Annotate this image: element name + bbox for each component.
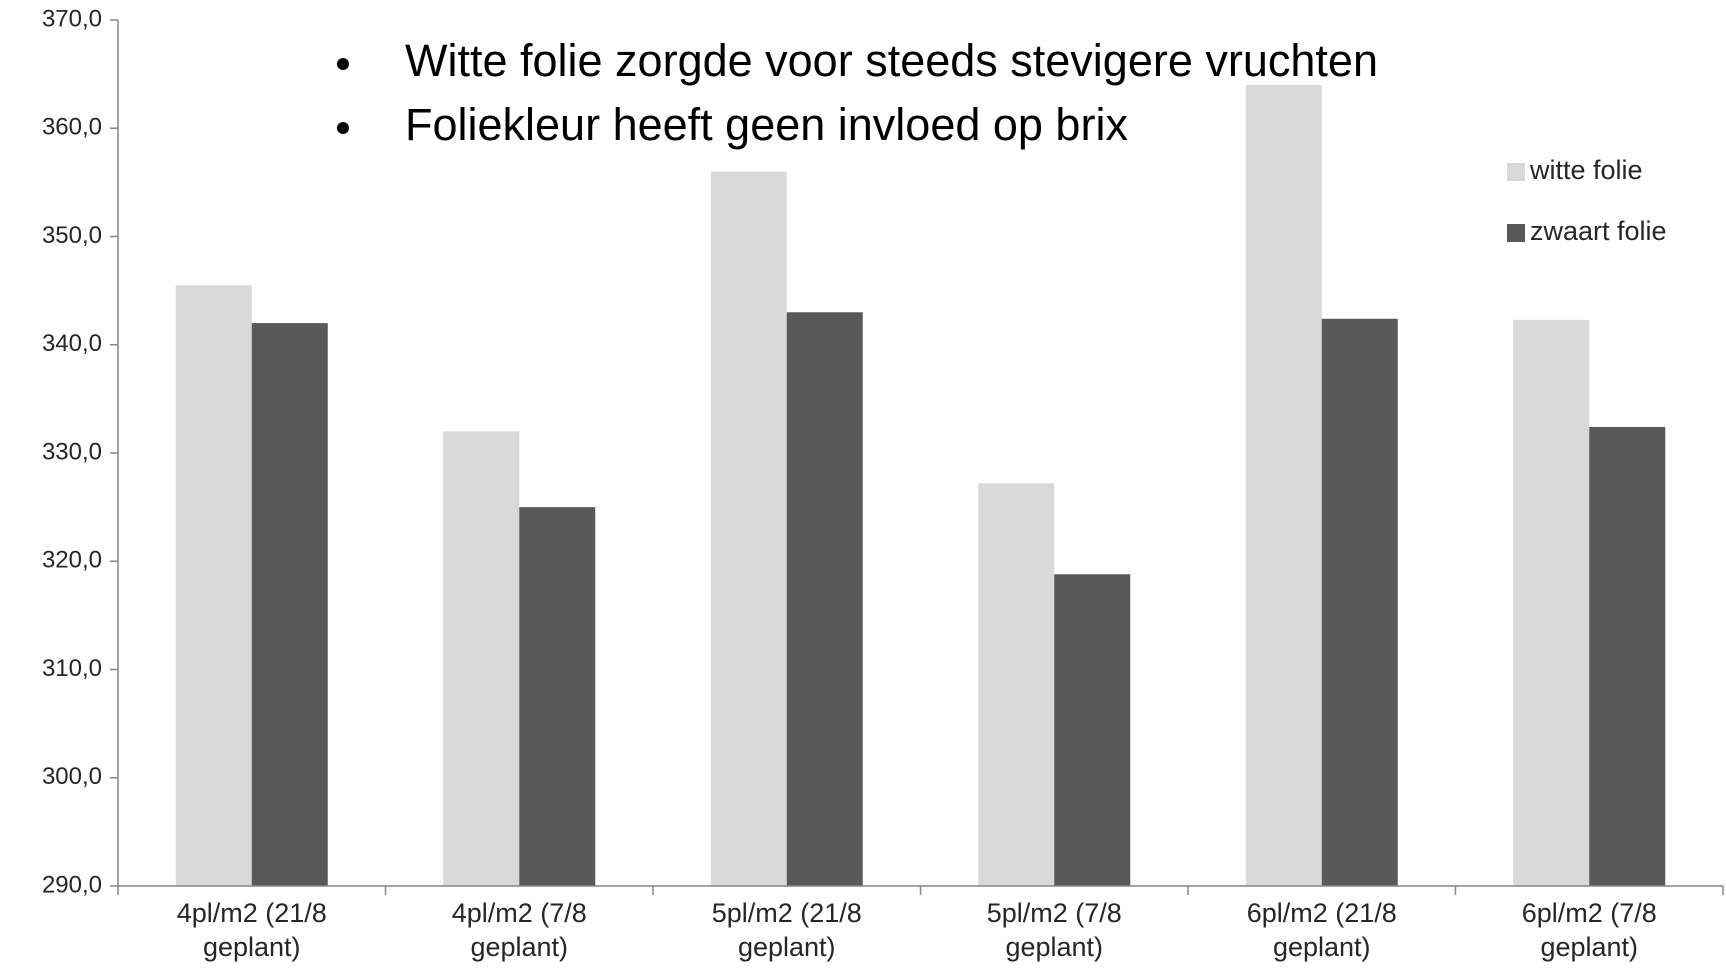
bar — [251, 323, 328, 887]
y-tick-label: 310,0 — [42, 655, 102, 682]
x-tick-label: 4pl/m2 (21/8 geplant) — [176, 898, 327, 962]
y-tick-label: 340,0 — [42, 330, 102, 357]
bar — [710, 171, 787, 887]
legend-label: witte folie — [1529, 155, 1643, 185]
y-tick-label: 320,0 — [42, 547, 102, 574]
y-tick-label: 330,0 — [42, 438, 102, 465]
x-tick-label: 5pl/m2 (21/8 geplant) — [711, 898, 862, 962]
y-tick-label: 300,0 — [42, 763, 102, 790]
bar — [443, 431, 520, 886]
annotation: Foliekleur heeft geen invloed op brix — [405, 99, 1128, 150]
legend-swatch — [1507, 224, 1525, 242]
y-tick-label: 290,0 — [42, 871, 102, 898]
legend-swatch — [1507, 163, 1525, 181]
bar — [1513, 319, 1590, 886]
bar — [519, 507, 596, 886]
x-tick-label: 4pl/m2 (7/8 geplant) — [451, 898, 587, 962]
bar — [786, 312, 863, 886]
y-tick-label: 370,0 — [42, 5, 102, 32]
y-tick-label: 360,0 — [42, 114, 102, 141]
bar — [1589, 427, 1666, 886]
bar — [175, 285, 252, 886]
bar — [978, 483, 1055, 886]
x-tick-label: 5pl/m2 (7/8 geplant) — [986, 898, 1122, 962]
bullet — [337, 122, 349, 134]
annotation: Witte folie zorgde voor steeds stevigere… — [405, 35, 1378, 86]
bullet — [337, 58, 349, 70]
x-tick-label: 6pl/m2 (21/8 geplant) — [1246, 898, 1397, 962]
bar — [1245, 84, 1322, 886]
legend-label: zwaart folie — [1530, 216, 1667, 246]
y-tick-label: 350,0 — [42, 222, 102, 249]
bar — [1054, 574, 1131, 886]
bar — [1321, 318, 1398, 886]
x-tick-label: 6pl/m2 (7/8 geplant) — [1521, 898, 1657, 962]
